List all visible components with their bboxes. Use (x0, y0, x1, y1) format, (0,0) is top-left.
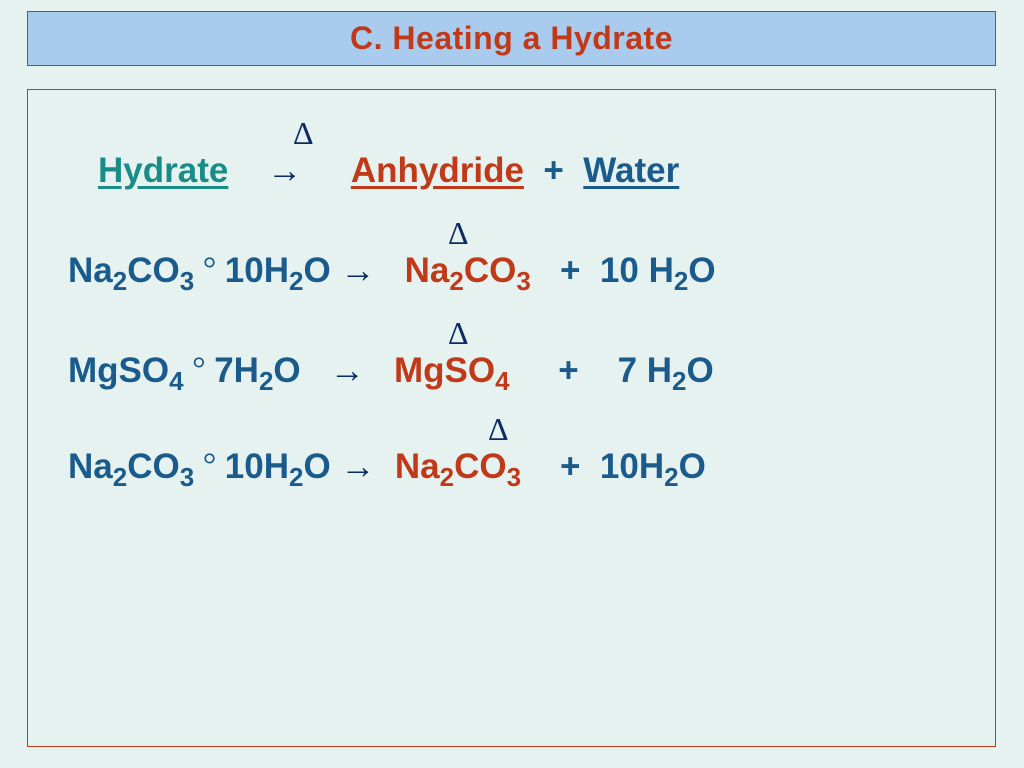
reactant: Na2CO3 (68, 447, 194, 487)
plus: + (558, 351, 578, 391)
delta-symbol: Δ (448, 315, 469, 352)
plus: + (560, 447, 580, 487)
gap (510, 351, 559, 391)
delta-row-0: Δ (68, 115, 967, 151)
delta-row-2: Δ (68, 315, 967, 351)
hydrate-dot: ° (194, 447, 225, 485)
arrow: → (340, 251, 375, 291)
delta-symbol: Δ (293, 115, 314, 152)
reactant-water: 10H2O (225, 447, 331, 487)
reactant-water: 7H2O (214, 351, 300, 391)
arrow: → (330, 351, 365, 391)
gap (302, 151, 351, 191)
delta-row-1: Δ (68, 215, 967, 251)
equation-2: MgSO4 ° 7H2O → MgSO4 + 7 H2O (68, 351, 967, 391)
gap (521, 447, 560, 487)
gap (365, 351, 394, 391)
slide-title: C. Heating a Hydrate (350, 20, 673, 57)
reactant: MgSO4 (68, 351, 184, 391)
title-bar: C. Heating a Hydrate (27, 11, 996, 66)
gap (524, 151, 543, 191)
product-anhydride: Na2CO3 (395, 447, 521, 487)
gap (331, 447, 341, 487)
gap (579, 351, 618, 391)
term-hydrate: Hydrate (98, 151, 228, 191)
gap (564, 151, 583, 191)
gap (375, 251, 404, 291)
hydrate-dot: ° (194, 251, 225, 289)
gap (228, 151, 267, 191)
term-anhydride: Anhydride (351, 151, 524, 191)
plus: + (543, 151, 563, 191)
product-anhydride: Na2CO3 (405, 251, 531, 291)
gap (331, 251, 341, 291)
product-anhydride: MgSO4 (394, 351, 510, 391)
product-water: 10 H2O (600, 251, 716, 291)
hydrate-dot: ° (184, 351, 215, 389)
term-water: Water (583, 151, 679, 191)
content-box: Δ Hydrate → Anhydride + Water Δ Na2CO3 °… (27, 89, 996, 747)
gap (301, 351, 330, 391)
delta-symbol: Δ (448, 215, 469, 252)
gap (531, 251, 560, 291)
product-water: 10H2O (600, 447, 706, 487)
arrow: → (267, 151, 302, 191)
delta-symbol: Δ (488, 411, 509, 448)
plus: + (560, 251, 580, 291)
arrow: → (340, 447, 375, 487)
reactant-water: 10H2O (225, 251, 331, 291)
equation-3: Na2CO3 ° 10H2O → Na2CO3 + 10H2O (68, 447, 967, 487)
equation-1: Na2CO3 ° 10H2O → Na2CO3 + 10 H2O (68, 251, 967, 291)
gap (580, 447, 599, 487)
general-equation: Hydrate → Anhydride + Water (98, 151, 967, 191)
gap (580, 251, 599, 291)
reactant: Na2CO3 (68, 251, 194, 291)
product-water: 7 H2O (618, 351, 714, 391)
delta-row-3: Δ (68, 411, 967, 447)
gap (375, 447, 394, 487)
